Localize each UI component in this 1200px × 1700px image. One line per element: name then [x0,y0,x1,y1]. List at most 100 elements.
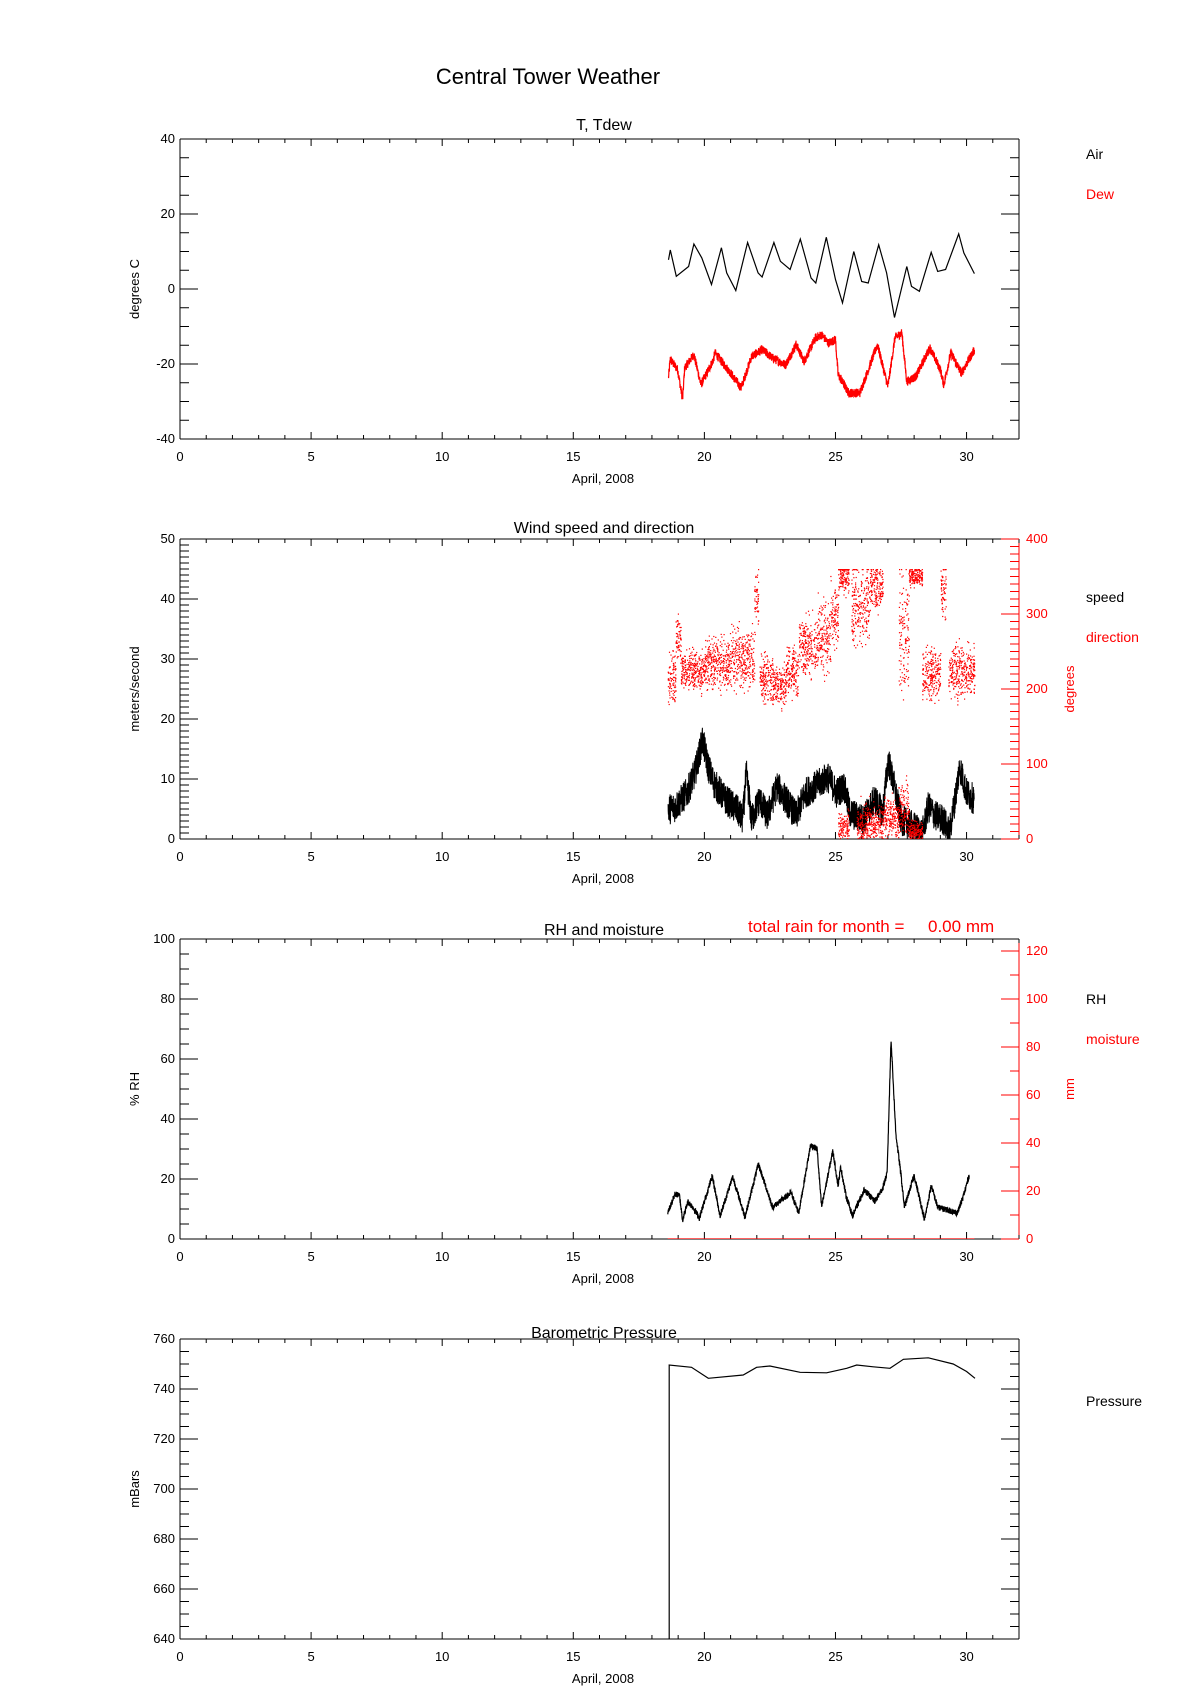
direction-point [964,677,966,679]
direction-point [959,660,961,662]
direction-point [932,663,934,665]
direction-point [689,673,691,675]
direction-point [949,669,951,671]
direction-point [837,610,839,612]
direction-point [882,838,884,839]
direction-point [914,570,916,572]
direction-point [931,670,933,672]
direction-point [674,690,676,692]
direction-point [691,669,693,671]
direction-point [780,688,782,690]
direction-point [859,631,862,634]
direction-point [945,599,947,601]
direction-point [771,683,773,685]
direction-point [869,821,871,823]
direction-point [950,669,952,671]
direction-point [752,674,754,676]
direction-point [879,602,882,604]
direction-point [873,588,875,590]
direction-point [838,832,840,834]
y-tick-label: 40 [161,131,175,146]
direction-point [934,675,936,677]
direction-point [766,667,768,669]
direction-point [853,645,855,647]
direction-point [819,647,821,649]
direction-point [898,824,900,826]
direction-point [839,834,841,836]
direction-point [900,810,902,813]
direction-point [668,678,670,680]
direction-point [885,820,887,822]
direction-point [736,665,739,668]
y-tick-label: 660 [153,1581,175,1596]
direction-point [683,663,685,665]
direction-point [862,616,864,618]
direction-point [948,666,950,668]
direction-point [912,575,914,578]
direction-point [709,676,712,678]
direction-point [902,608,904,610]
direction-point [676,646,678,648]
direction-point [771,677,773,679]
direction-point [675,677,677,679]
direction-point [807,645,809,647]
direction-point [879,820,881,822]
direction-point [880,820,882,822]
direction-point [922,683,924,685]
direction-point [906,788,908,790]
direction-point [864,823,866,826]
direction-point [881,822,883,824]
direction-point [908,639,910,641]
direction-point [861,607,863,609]
direction-point [809,673,811,675]
direction-point [884,809,886,811]
direction-point [776,695,778,697]
direction-point [825,674,828,677]
direction-point [855,588,857,590]
direction-point [907,640,909,642]
direction-point [885,818,887,820]
direction-point [682,669,684,671]
direction-point [829,628,831,630]
direction-point [782,701,784,703]
direction-point [899,819,901,822]
direction-point [730,684,732,686]
direction-point [838,813,840,815]
direction-point [845,825,847,827]
direction-point [820,644,822,646]
direction-point [764,656,766,658]
direction-point [717,648,719,650]
direction-point [740,684,742,686]
direction-point [881,837,883,839]
direction-point [967,656,969,658]
direction-point [681,678,683,680]
direction-point [783,686,785,688]
direction-point [836,623,838,625]
direction-point [963,666,965,668]
direction-point [937,668,939,670]
direction-point [693,679,695,681]
direction-point [753,663,755,665]
direction-point [909,574,911,576]
direction-point [934,679,936,682]
direction-point [726,669,729,671]
direction-point [866,837,868,839]
direction-point [908,650,910,652]
direction-point [841,576,843,578]
direction-point [875,596,877,598]
direction-point [810,637,812,640]
direction-point [860,833,862,835]
direction-point [955,641,957,643]
direction-point [892,801,895,803]
direction-point [903,799,905,802]
direction-point [900,660,902,662]
direction-point [858,832,860,834]
direction-point [799,646,801,648]
direction-point [915,828,917,830]
direction-point [871,600,873,602]
direction-point [917,826,919,828]
direction-point [924,681,926,683]
direction-point [897,817,899,819]
direction-point [742,636,744,638]
direction-point [754,590,756,592]
